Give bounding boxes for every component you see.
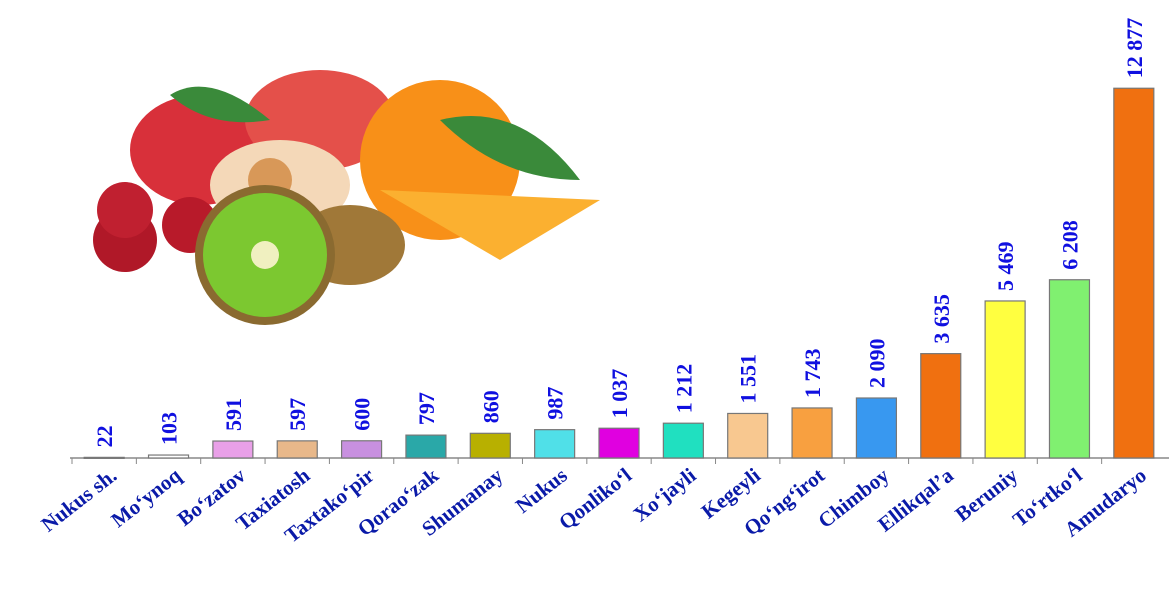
- bar: [855, 397, 898, 459]
- value-label: 6 208: [1057, 220, 1082, 270]
- bar: [405, 434, 447, 459]
- bar: [727, 412, 769, 459]
- value-label: 103: [157, 412, 182, 445]
- bar: [1048, 279, 1091, 459]
- bar: [276, 440, 318, 459]
- fruit-illustration: [93, 70, 600, 325]
- bar: [340, 440, 383, 459]
- bar: [662, 422, 704, 459]
- value-label: 5 469: [993, 241, 1018, 291]
- bar: [147, 454, 190, 459]
- value-label: 3 635: [929, 294, 954, 344]
- bar: [920, 353, 962, 459]
- value-label: 987: [543, 387, 568, 420]
- value-label: 600: [350, 398, 375, 431]
- value-label: 2 090: [864, 338, 889, 388]
- bar: [1113, 87, 1155, 459]
- bar: [791, 407, 833, 459]
- bar: [212, 440, 254, 459]
- value-label: 1 212: [671, 364, 696, 414]
- value-label: 1 037: [607, 369, 632, 419]
- value-label: 597: [285, 398, 310, 431]
- value-label: 591: [221, 398, 246, 431]
- bar: [83, 456, 125, 459]
- bar: [984, 300, 1026, 459]
- bar: [469, 432, 511, 459]
- x-tick-label: Nukus sh.: [37, 463, 122, 537]
- x-tick-label: Mo‘ynoq: [106, 463, 185, 532]
- bar: [598, 427, 640, 459]
- x-tick-label: Qonliko‘l: [554, 463, 636, 534]
- value-label: 860: [478, 390, 503, 423]
- value-label: 1 743: [800, 348, 825, 398]
- value-label: 1 551: [736, 354, 761, 404]
- bar: [534, 429, 576, 459]
- x-tick-label: Xo‘jayli: [629, 463, 701, 527]
- value-label: 797: [414, 392, 439, 425]
- value-label: 22: [92, 425, 117, 447]
- value-label: 12 877: [1122, 18, 1147, 79]
